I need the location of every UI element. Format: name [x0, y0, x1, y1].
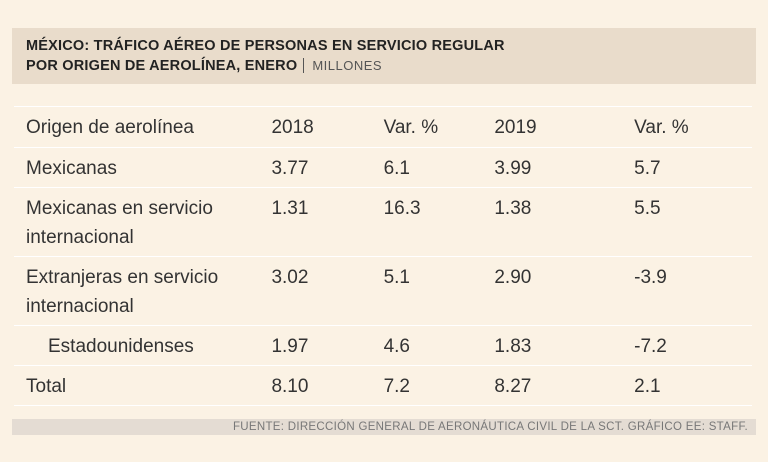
cell-2018: 1.97	[271, 325, 384, 366]
cell-2019: 8.27	[494, 365, 635, 406]
cell-origin: Extranjeras en servicio internacional	[14, 256, 272, 326]
cell-var-2019: 5.7	[634, 147, 752, 188]
cell-2018: 1.31	[271, 187, 384, 257]
cell-var-2019: 5.5	[634, 187, 752, 257]
cell-2018: 3.02	[271, 256, 384, 326]
cell-var-2018: 16.3	[383, 187, 495, 257]
title-line-2: POR ORIGEN DE AEROLÍNEA, ENERO MILLONES	[26, 56, 756, 76]
title-line-1: MÉXICO: TRÁFICO AÉREO DE PERSONAS EN SER…	[26, 38, 505, 54]
cell-2018: 3.77	[271, 147, 384, 188]
table-row: Mexicanas 3.77 6.1 3.99 5.7	[14, 147, 752, 188]
cell-var-2018: 7.2	[383, 365, 495, 406]
cell-origin: Mexicanas en servicio internacional	[14, 187, 272, 257]
cell-var-2019: 2.1	[634, 365, 752, 406]
column-header-2018: 2018	[271, 106, 384, 148]
column-header-var-2019: Var. %	[634, 106, 752, 148]
table-row: Total 8.10 7.2 8.27 2.1	[14, 365, 752, 406]
table-row: Mexicanas en servicio internacional 1.31…	[14, 187, 752, 257]
cell-var-2018: 5.1	[383, 256, 495, 326]
column-header-row: Origen de aerolínea 2018 Var. % 2019 Var…	[14, 106, 752, 148]
cell-2019: 1.83	[494, 325, 635, 366]
cell-var-2018: 4.6	[383, 325, 495, 366]
cell-var-2019: -7.2	[634, 325, 752, 366]
cell-2019: 3.99	[494, 147, 635, 188]
table-header-band: MÉXICO: TRÁFICO AÉREO DE PERSONAS EN SER…	[12, 28, 756, 84]
table-row: Estadounidenses 1.97 4.6 1.83 -7.2	[14, 325, 752, 366]
cell-2019: 2.90	[494, 256, 635, 326]
cell-var-2018: 6.1	[383, 147, 495, 188]
cell-2018: 8.10	[271, 365, 384, 406]
cell-2019: 1.38	[494, 187, 635, 257]
column-header-var-2018: Var. %	[383, 106, 495, 148]
cell-var-2019: -3.9	[634, 256, 752, 326]
data-table: Origen de aerolínea 2018 Var. % 2019 Var…	[14, 106, 752, 406]
cell-origin: Total	[14, 365, 272, 406]
cell-origin: Estadounidenses	[14, 325, 272, 366]
table-row: Extranjeras en servicio internacional 3.…	[14, 256, 752, 326]
source-footer: FUENTE: DIRECCIÓN GENERAL DE AERONÁUTICA…	[12, 419, 756, 435]
units-label: MILLONES	[303, 58, 383, 73]
column-header-2019: 2019	[494, 106, 635, 148]
cell-origin: Mexicanas	[14, 147, 272, 188]
column-header-origin: Origen de aerolínea	[14, 106, 272, 148]
title-line-2-text: POR ORIGEN DE AEROLÍNEA, ENERO	[26, 58, 298, 74]
